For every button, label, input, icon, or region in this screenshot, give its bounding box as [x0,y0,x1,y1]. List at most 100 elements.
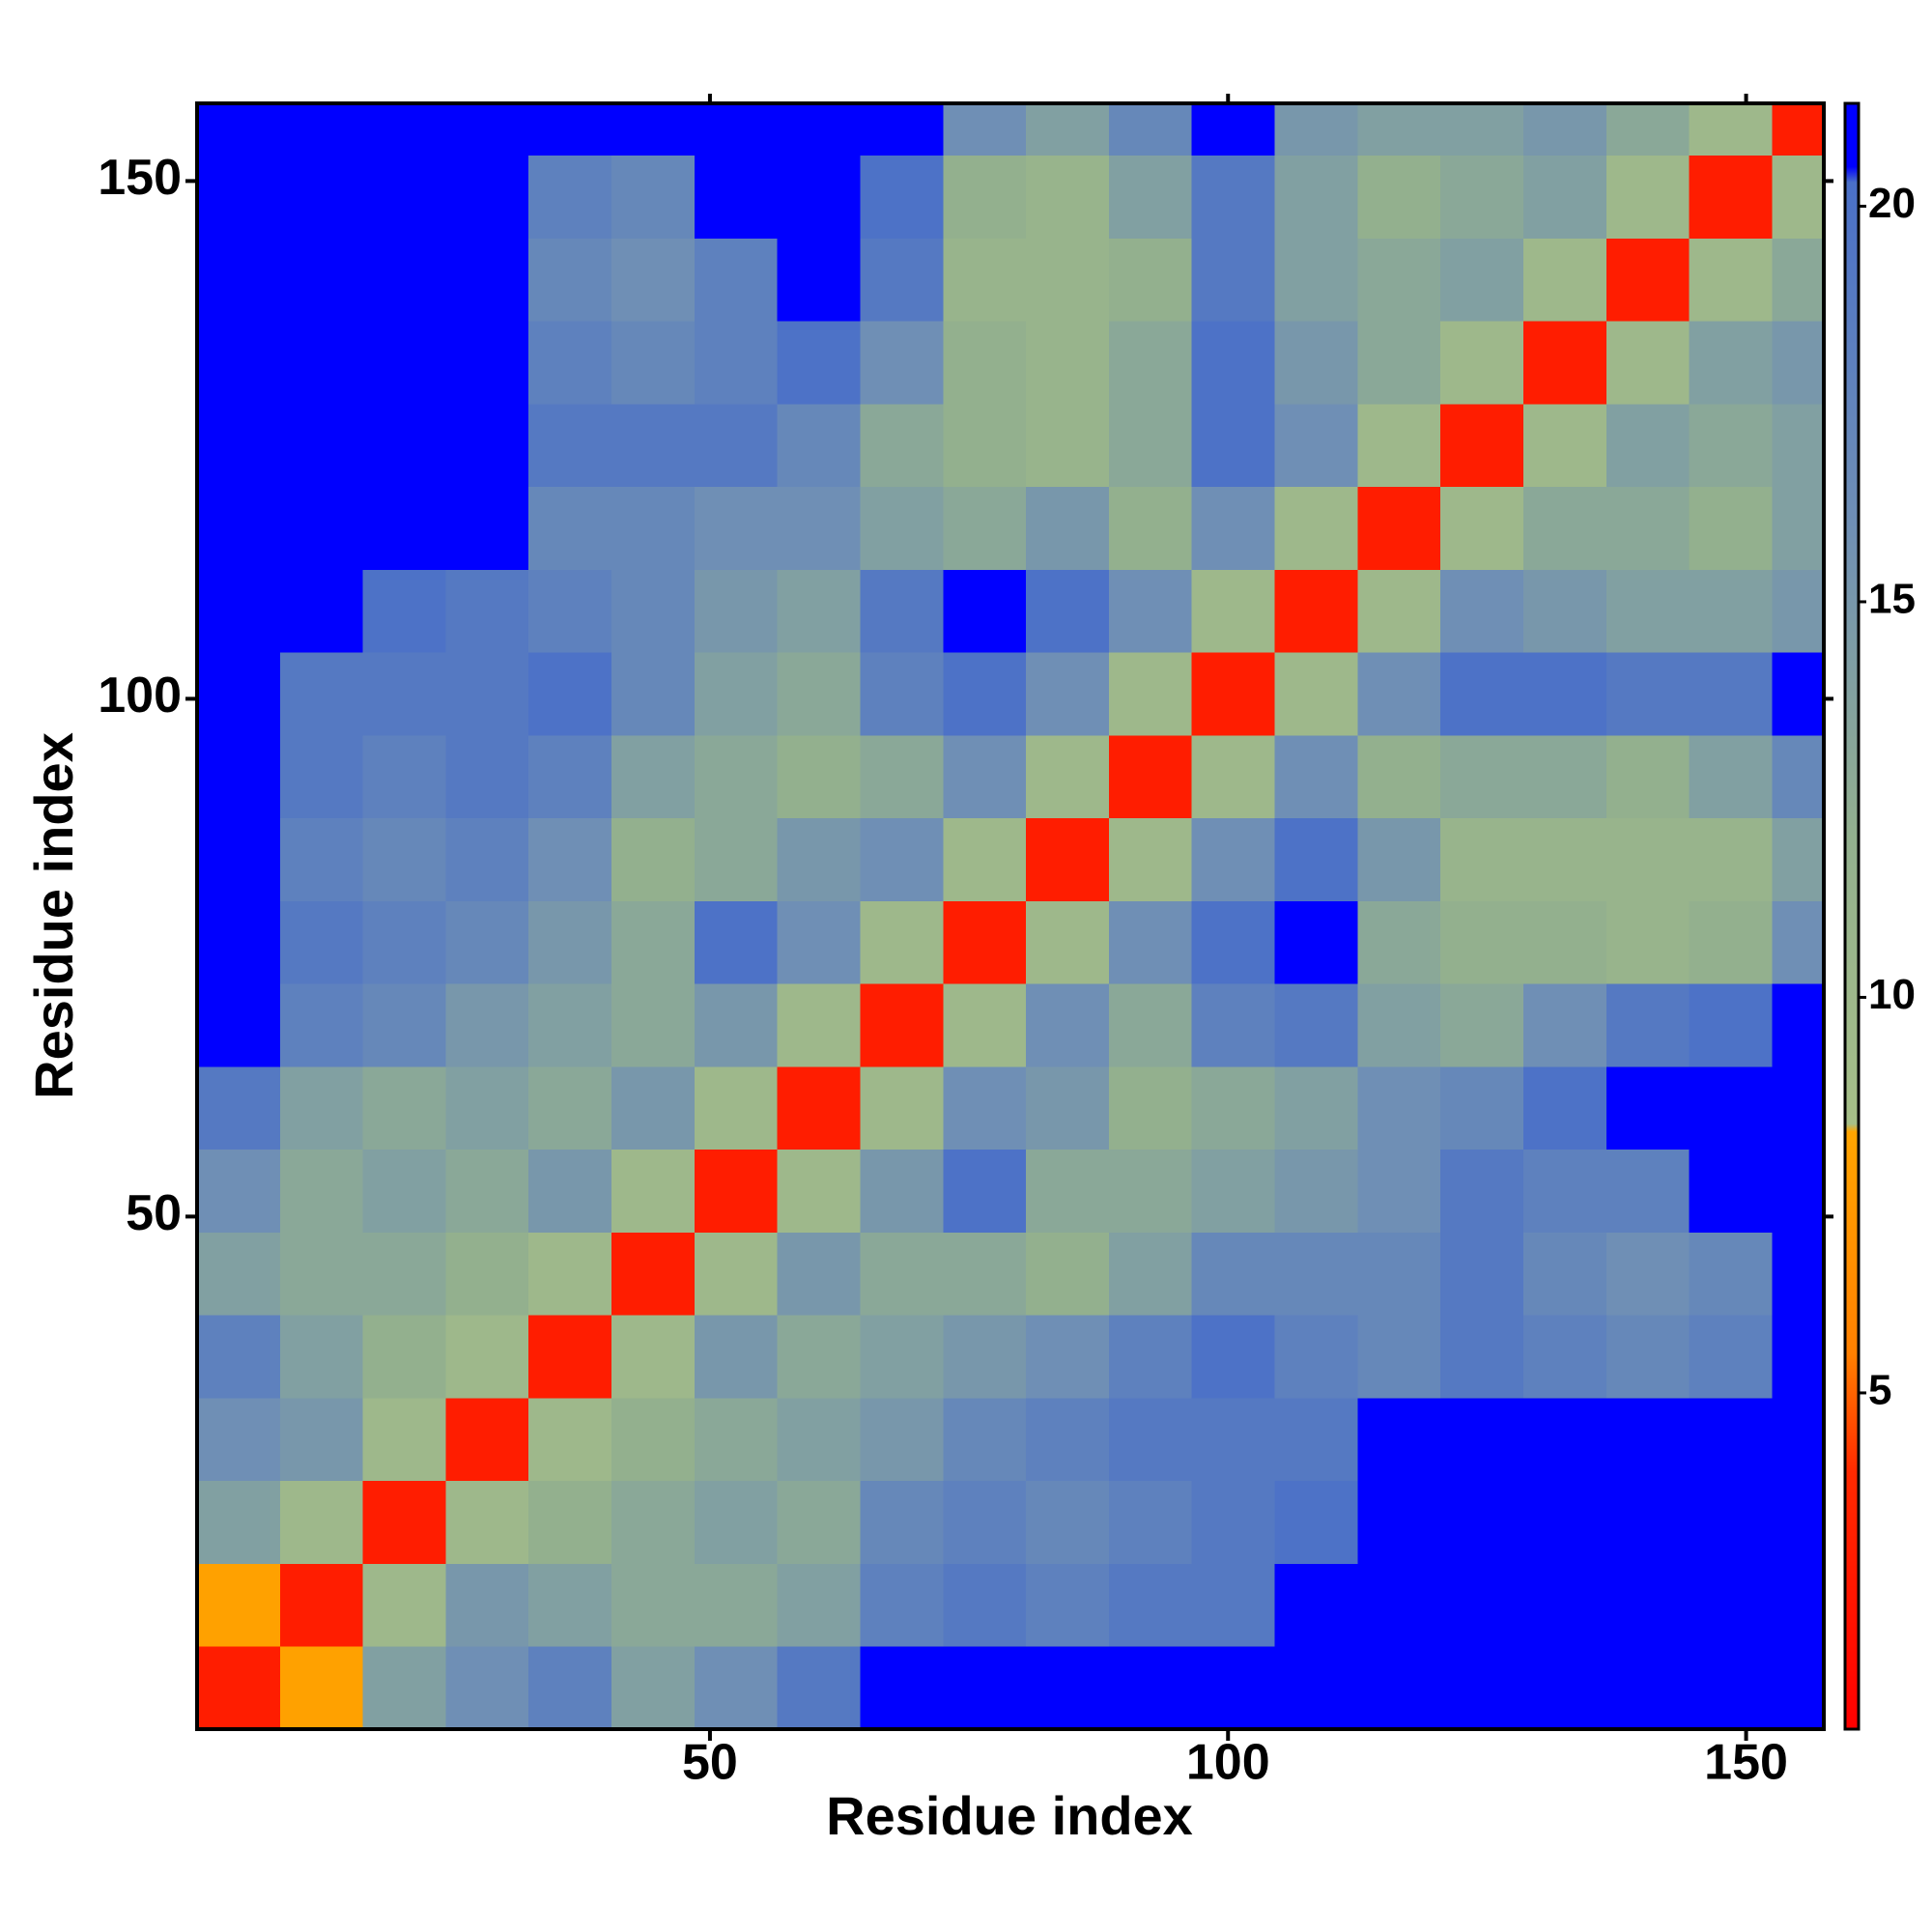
heatmap-cell [362,900,446,984]
heatmap-cell [860,321,944,405]
heatmap-cell [611,103,696,156]
heatmap-cell [860,103,944,156]
heatmap-cell [611,900,696,984]
heatmap-cell [611,238,696,322]
heatmap-cell [1357,652,1441,736]
heatmap-cell [611,569,696,653]
heatmap-cell [943,403,1027,488]
heatmap-cell [943,1480,1027,1564]
heatmap-cell [1357,486,1441,570]
heatmap-cell [197,1480,281,1564]
heatmap-cell [1440,817,1524,901]
heatmap-cell [694,734,779,819]
heatmap-cell [1274,983,1358,1067]
heatmap-cell [1026,1065,1110,1151]
y-tick-label: 100 [98,668,182,724]
heatmap-cell [1522,403,1607,488]
heatmap-cell [1274,321,1358,405]
heatmap-cell [1772,734,1825,819]
heatmap-cell [279,155,364,239]
heatmap-cell [694,238,779,322]
heatmap-cell [860,983,944,1067]
heatmap-cell [279,486,364,570]
heatmap-cell [694,321,779,405]
heatmap-cell [445,1065,529,1151]
heatmap-cell [1689,321,1773,405]
heatmap-cell [611,1315,696,1399]
heatmap-cell [777,734,861,819]
heatmap-cell [1689,652,1773,736]
heatmap-cell [611,321,696,405]
heatmap-cell [528,652,612,736]
heatmap-cell [1522,103,1607,156]
plot-frame [195,101,1826,1731]
heatmap-cell [1357,1315,1441,1399]
heatmap-cell [943,155,1027,239]
heatmap-cell [1772,155,1825,239]
heatmap-cell [1191,817,1276,901]
heatmap-cell [777,652,861,736]
heatmap-cell [1605,1563,1690,1647]
heatmap-cell [1605,103,1690,156]
heatmap-cell [1440,652,1524,736]
heatmap-cell [279,403,364,488]
heatmap-cell [1274,734,1358,819]
heatmap-cell [1108,817,1193,901]
heatmap-cell [1108,1065,1193,1151]
y-axis-title: Residue index [23,732,84,1099]
heatmap-cell [943,569,1027,653]
heatmap-cell [943,486,1027,570]
heatmap-cell [1605,1480,1690,1564]
heatmap-cell [1274,1563,1358,1647]
heatmap-cell [1440,403,1524,488]
heatmap-cell [611,486,696,570]
heatmap-cell [777,900,861,984]
heatmap-cell [860,1480,944,1564]
heatmap-cell [1108,321,1193,405]
heatmap-cell [1357,1480,1441,1564]
heatmap-cell [445,900,529,984]
heatmap-cell [1772,103,1825,156]
heatmap-cell [1274,1480,1358,1564]
heatmap-cell [528,817,612,901]
heatmap-cell [1191,1646,1276,1730]
heatmap-cell [1689,1646,1773,1730]
heatmap-cell [1357,569,1441,653]
heatmap-cell [1440,569,1524,653]
heatmap-cell [611,1480,696,1564]
heatmap-cell [694,1563,779,1647]
heatmap-cell [943,652,1027,736]
heatmap-cell [694,1065,779,1151]
heatmap-cell [1522,155,1607,239]
heatmap-cell [445,403,529,488]
heatmap-cell [1108,238,1193,322]
heatmap-cell [943,1563,1027,1647]
heatmap-cell [943,1149,1027,1233]
heatmap-cell [1191,321,1276,405]
heatmap-cell [1274,155,1358,239]
heatmap-cell [1440,734,1524,819]
heatmap-cell [1772,1397,1825,1482]
heatmap-cell [1108,983,1193,1067]
heatmap-cell [1772,403,1825,488]
heatmap-cell [1440,1065,1524,1151]
x-axis-title: Residue index [826,1785,1193,1846]
heatmap-cell [694,652,779,736]
heatmap-cell [611,734,696,819]
heatmap-cell [1357,1232,1441,1316]
heatmap-cell [1108,1646,1193,1730]
heatmap-cell [1772,486,1825,570]
heatmap-cell [1772,817,1825,901]
colorbar-tick-label: 5 [1868,1367,1891,1414]
heatmap-cell [1191,1480,1276,1564]
heatmap-cell [860,1149,944,1233]
heatmap-cell [1689,1480,1773,1564]
heatmap-cell [860,817,944,901]
heatmap-cell [1522,817,1607,901]
heatmap-cell [860,1232,944,1316]
heatmap-cell [1772,1646,1825,1730]
heatmap-cell [445,103,529,156]
heatmap-cell [528,238,612,322]
x-tick-label: 150 [1704,1735,1788,1791]
